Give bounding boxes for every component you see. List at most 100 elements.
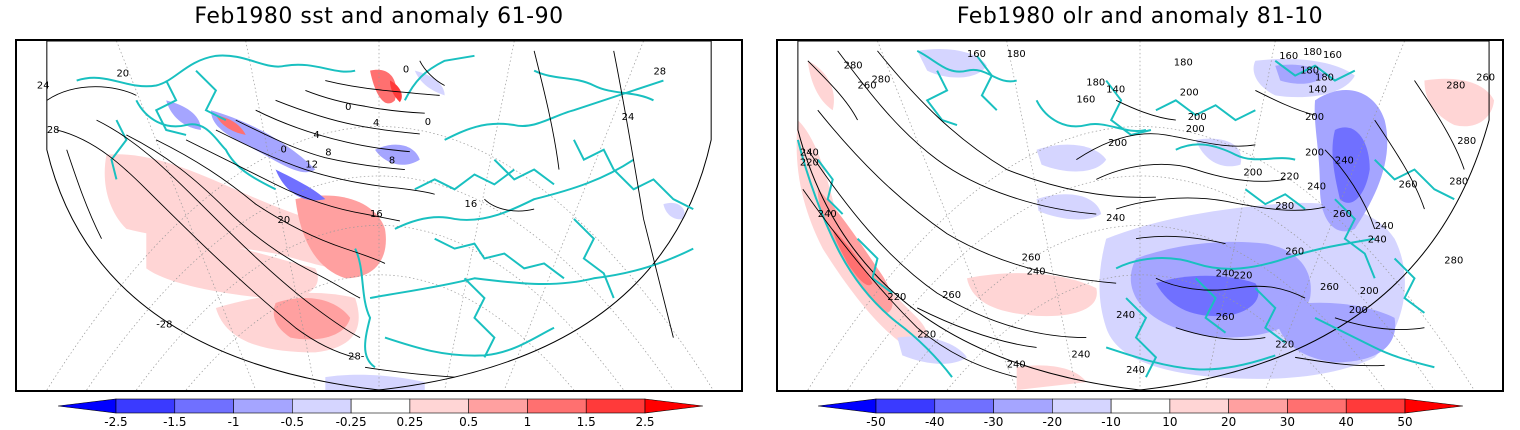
- contour-label: 16: [465, 199, 478, 210]
- contour-label: 260: [1285, 247, 1304, 258]
- contour-label: 280: [1449, 176, 1468, 187]
- colorbar-swatch: [1345, 398, 1406, 414]
- contour-label: 240: [1368, 235, 1387, 246]
- contour-label: 20: [116, 69, 129, 80]
- left-colorbar: -2.5 -1.5 -1 -0.5 -0.25 0.25 0.5 1 1.5 2.5: [57, 397, 704, 429]
- colorbar-label: -1.5: [163, 415, 186, 429]
- contour-label: 240: [1106, 213, 1125, 224]
- colorbar-label: -0.25: [336, 415, 367, 429]
- contour-label: 220: [1233, 270, 1252, 281]
- colorbar-label: -20: [1043, 415, 1063, 429]
- left-panel-title: Feb1980 sst and anomaly 61-90: [194, 4, 564, 29]
- colorbar-arrow-high: [1404, 398, 1464, 414]
- contour-label: 28: [47, 125, 60, 136]
- colorbar-swatch: [468, 398, 528, 414]
- contour-label: 260: [1476, 73, 1495, 84]
- colorbar-label: -50: [866, 415, 886, 429]
- left-colorbar-labels: -2.5 -1.5 -1 -0.5 -0.25 0.25 0.5 1 1.5 2.5: [104, 415, 654, 429]
- contour-label: 260: [1022, 253, 1041, 264]
- contour-label: 180: [1303, 47, 1322, 58]
- colorbar-label: 0.5: [459, 415, 478, 429]
- contour-label: 260: [1320, 282, 1339, 293]
- contour-label: 8: [325, 148, 331, 159]
- contour-label: 240: [1307, 181, 1326, 192]
- colorbar-swatch: [292, 398, 352, 414]
- contour-label: 140: [1106, 84, 1125, 95]
- contour-label: 20: [278, 215, 291, 226]
- colorbar-swatch: [1110, 398, 1171, 414]
- colorbar-swatch: [934, 398, 994, 414]
- contour-label: 220: [1280, 171, 1299, 182]
- contour-label: 24: [622, 112, 635, 123]
- contour-label: 140: [1308, 84, 1327, 95]
- colorbar-swatch: [233, 398, 293, 414]
- contour-label: 240: [1007, 359, 1026, 370]
- colorbar-label: 1: [524, 415, 532, 429]
- contour-label: 0: [403, 65, 409, 76]
- contour-label: 160: [967, 49, 986, 60]
- contour-label: 280: [871, 75, 890, 86]
- contour-label: 200: [1188, 112, 1207, 123]
- colorbar-label: 30: [1280, 415, 1295, 429]
- contour-label: 160: [1279, 51, 1298, 62]
- right-colorbar-labels: -50 -40 -30 -20 -10 10 20 30 40 50: [866, 415, 1412, 429]
- contour-label: 200: [1360, 286, 1379, 297]
- contour-label: 280: [844, 61, 863, 72]
- colorbar-label: 0.25: [397, 415, 424, 429]
- colorbar-label: 40: [1339, 415, 1354, 429]
- right-contour-labels: 160 180 280 260 280 180 140 160 180 160 …: [800, 47, 1495, 376]
- contour-label: 280: [1446, 80, 1465, 91]
- colorbar-label: 20: [1221, 415, 1236, 429]
- contour-label: 240: [1216, 268, 1235, 279]
- left-contour-labels: 24 20 28 0 4 8 12 16 20 -28 28- 16 24 28…: [37, 65, 666, 363]
- left-map: 24 20 28 0 4 8 12 16 20 -28 28- 16 24 28…: [15, 39, 743, 392]
- left-contours: [46, 50, 674, 378]
- colorbar-swatch: [350, 398, 411, 414]
- contour-label: 220: [1275, 340, 1294, 351]
- contour-label: 260: [1399, 179, 1418, 190]
- colorbar-arrow-high: [644, 398, 704, 414]
- colorbar-label: -2.5: [104, 415, 127, 429]
- contour-label: 200: [1186, 124, 1205, 135]
- contour-label: 200: [1349, 305, 1368, 316]
- contour-label: 0: [425, 117, 431, 128]
- contour-label: 200: [1243, 167, 1262, 178]
- right-colorbar-svg: -50 -40 -30 -20 -10 10 20 30 40 50: [817, 398, 1464, 429]
- contour-label: 160: [1076, 94, 1095, 105]
- contour-label: 180: [1007, 49, 1026, 60]
- contour-label: 180: [1086, 78, 1105, 89]
- contour-label: 220: [887, 292, 906, 303]
- contour-label: 12: [305, 160, 318, 171]
- right-contours: [802, 50, 1465, 378]
- right-colorbar-boxes: [817, 398, 1464, 414]
- contour-label: 260: [1333, 209, 1352, 220]
- colorbar-label: -30: [984, 415, 1004, 429]
- colorbar-label: 50: [1397, 415, 1412, 429]
- right-map: 160 180 280 260 280 180 140 160 180 160 …: [776, 39, 1504, 392]
- contour-label: 240: [1375, 221, 1394, 232]
- contour-label: 0: [345, 102, 351, 113]
- contour-label: 28-: [348, 351, 365, 362]
- colorbar-label: 2.5: [635, 415, 654, 429]
- left-colorbar-boxes: [57, 398, 704, 414]
- colorbar-swatch: [993, 398, 1053, 414]
- contour-label: 200: [1305, 148, 1324, 159]
- colorbar-label: -40: [925, 415, 945, 429]
- left-hemisphere-edge: [46, 41, 712, 390]
- colorbar-swatch: [585, 398, 646, 414]
- right-coastlines: [796, 50, 1455, 378]
- contour-label: 8: [389, 156, 395, 167]
- contour-label: 260: [858, 80, 877, 91]
- contour-label: 180: [1315, 73, 1334, 84]
- contour-label: 280: [1444, 255, 1463, 266]
- contour-label: 240: [1335, 156, 1354, 167]
- contour-label: 260: [942, 290, 961, 301]
- right-map-canvas: 160 180 280 260 280 180 140 160 180 160 …: [796, 41, 1495, 390]
- right-panel-title: Feb1980 olr and anomaly 81-10: [956, 4, 1324, 29]
- right-hemisphere-edge: [797, 41, 1490, 390]
- right-colorbar: -50 -40 -30 -20 -10 10 20 30 40 50: [817, 397, 1464, 429]
- contour-label: 200: [1305, 112, 1324, 123]
- contour-label: 220: [917, 330, 936, 341]
- contour-label: 4: [373, 118, 379, 129]
- colorbar-arrow-low: [57, 398, 117, 414]
